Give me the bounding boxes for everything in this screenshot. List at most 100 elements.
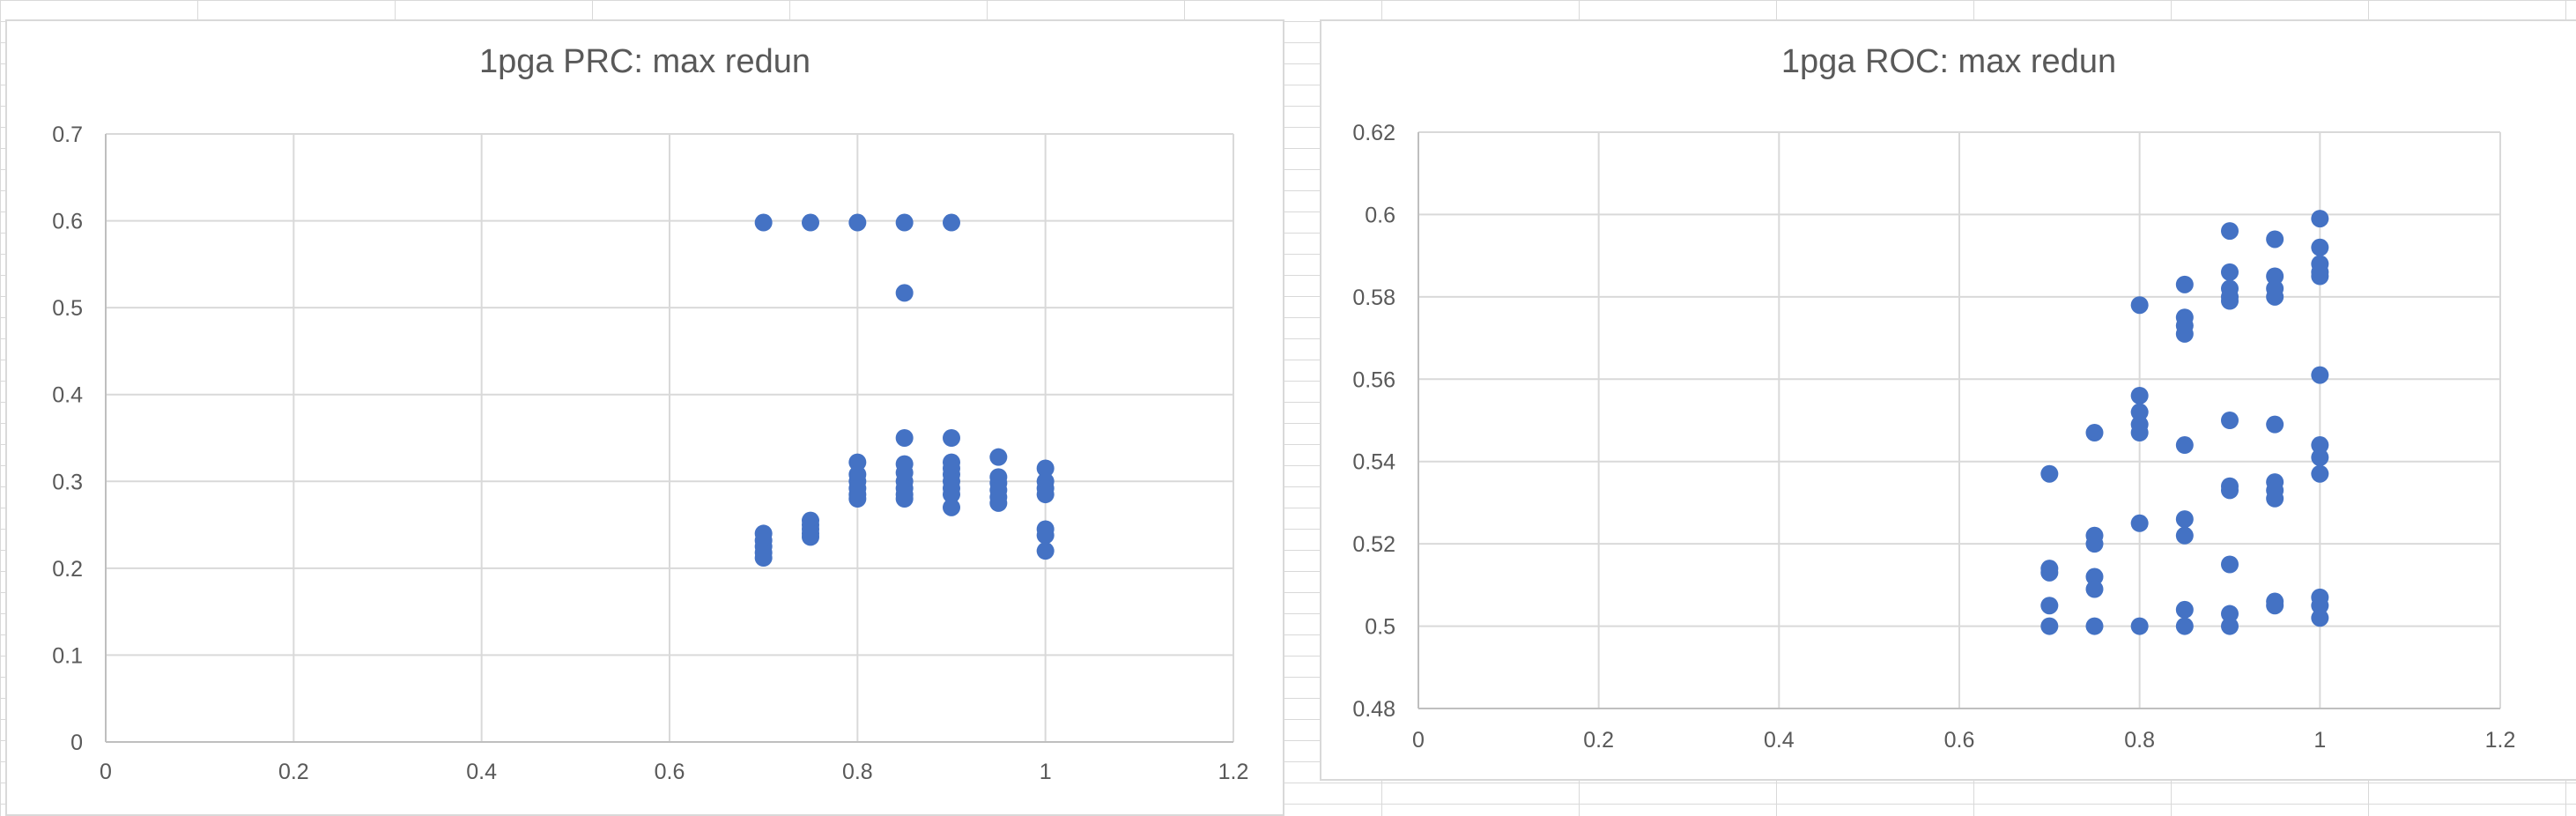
prc-data-point [754, 549, 773, 567]
prc-data-point [943, 486, 960, 504]
prc-data-point [1036, 526, 1055, 545]
prc-chart-title: 1pga PRC: max redun [479, 43, 811, 80]
prc-data-point [1036, 486, 1055, 504]
prc-x-tick-label: 0.6 [655, 760, 685, 784]
roc-gridlines [1418, 131, 2501, 708]
roc-data-point [2040, 563, 2059, 582]
roc-data-point [2175, 436, 2194, 455]
roc-data-point [2085, 617, 2104, 635]
prc-y-tick-label: 0.6 [52, 210, 83, 234]
prc-tick-labels: 0 0.2 0.4 0.6 0.8 1 1.2 0 0.1 0.2 0.3 0.4 0.5 0.6 0.7 [52, 122, 1248, 784]
roc-data-point [2221, 481, 2239, 500]
prc-data-point [989, 493, 1008, 512]
roc-data-point [2266, 230, 2284, 249]
roc-data-point [2175, 275, 2194, 293]
prc-data-point [895, 429, 914, 447]
prc-x-tick-label: 1 [1040, 760, 1052, 784]
roc-data-point [2175, 510, 2194, 529]
roc-data-point [2175, 600, 2194, 619]
roc-data-point [2130, 386, 2149, 404]
prc-data-point [989, 448, 1008, 466]
roc-data-point [2221, 605, 2239, 623]
prc-data-point [895, 213, 914, 232]
roc-data-point [2130, 514, 2149, 532]
roc-axes [1418, 132, 2500, 709]
roc-data-point [2311, 609, 2329, 627]
roc-data-point [2266, 287, 2284, 306]
roc-data-point [2221, 412, 2239, 429]
prc-chart-svg: 1pga PRC: max redun 0 0.2 0.4 0.6 0.8 1 1.2 0 0.… [52, 43, 1248, 784]
roc-x-tick-label: 0.2 [1583, 728, 1614, 753]
roc-data-point [2311, 366, 2329, 384]
roc-x-tick-label: 1.2 [2485, 728, 2516, 753]
roc-y-tick-label: 0.56 [1352, 367, 1395, 392]
roc-tick-labels: 0 0.2 0.4 0.6 0.8 1 1.2 0.48 0.5 0.52 0.54 0.56 0.58… [1352, 121, 2515, 753]
roc-y-tick-label: 0.62 [1352, 121, 1395, 145]
prc-x-tick-label: 0.4 [466, 760, 497, 784]
roc-x-tick-label: 1 [2313, 728, 2326, 753]
roc-x-tick-label: 0.4 [1764, 728, 1795, 753]
roc-y-tick-label: 0.52 [1352, 532, 1395, 557]
roc-data-point [2130, 296, 2149, 315]
prc-x-tick-label: 0.8 [842, 760, 873, 784]
prc-data-point [848, 213, 867, 232]
roc-data-point [2266, 489, 2284, 508]
prc-y-tick-label: 0.5 [52, 296, 83, 321]
prc-data-point [848, 453, 867, 471]
prc-y-tick-label: 0.2 [52, 557, 83, 582]
prc-data-points [754, 213, 1055, 567]
roc-y-tick-label: 0.5 [1365, 615, 1395, 640]
roc-data-point [2040, 617, 2059, 635]
prc-x-tick-label: 0.2 [278, 760, 309, 784]
roc-data-point [2085, 580, 2104, 598]
roc-data-point [2221, 263, 2239, 281]
roc-x-tick-label: 0.8 [2124, 728, 2155, 753]
roc-data-point [2175, 324, 2194, 343]
roc-data-point [2311, 464, 2329, 483]
roc-y-tick-label: 0.48 [1352, 697, 1395, 722]
prc-y-tick-label: 0.3 [52, 470, 83, 494]
prc-data-point [754, 213, 773, 232]
roc-data-point [2266, 415, 2284, 434]
roc-data-point [2040, 464, 2059, 483]
prc-x-tick-label: 1.2 [1218, 760, 1249, 784]
roc-x-tick-label: 0.6 [1944, 728, 1975, 753]
prc-y-tick-label: 0.7 [52, 122, 83, 147]
prc-data-point [895, 284, 914, 302]
prc-y-tick-label: 0.4 [52, 383, 83, 408]
roc-data-point [2085, 424, 2104, 442]
prc-data-point [802, 213, 819, 232]
prc-x-tick-label: 0 [100, 760, 112, 784]
roc-data-point [2221, 292, 2239, 310]
roc-x-tick-label: 0 [1412, 728, 1425, 753]
roc-chart[interactable]: 1pga ROC: max redun 0 0.2 0.4 0.6 0.8 1 1.2 0.4… [1320, 19, 2576, 781]
roc-data-point [2085, 535, 2104, 553]
roc-data-point [2221, 222, 2239, 241]
roc-data-point [2175, 526, 2194, 545]
roc-data-point [2311, 210, 2329, 228]
prc-chart[interactable]: 1pga PRC: max redun 0 0.2 0.4 0.6 0.8 1 1.2 0 0.… [5, 19, 1284, 816]
roc-data-point [2311, 267, 2329, 286]
prc-data-point [848, 490, 867, 508]
prc-axes [105, 134, 1233, 743]
prc-gridlines [106, 133, 1234, 742]
roc-data-point [2311, 436, 2329, 455]
roc-data-point [2130, 403, 2149, 421]
roc-data-point [2130, 424, 2149, 442]
roc-data-point [2040, 597, 2059, 615]
prc-data-point [1036, 459, 1055, 478]
prc-data-point [802, 528, 819, 546]
roc-data-point [2221, 617, 2239, 635]
roc-y-tick-label: 0.58 [1352, 286, 1395, 310]
prc-y-tick-label: 0.1 [52, 643, 83, 668]
roc-data-point [2266, 597, 2284, 615]
roc-data-point [2266, 267, 2284, 286]
roc-y-tick-label: 0.6 [1365, 203, 1395, 227]
prc-data-point [1036, 542, 1055, 560]
roc-y-tick-label: 0.54 [1352, 450, 1395, 475]
roc-data-point [2221, 555, 2239, 574]
roc-data-point [2085, 567, 2104, 586]
prc-data-point [895, 490, 914, 508]
roc-data-point [2311, 238, 2329, 256]
roc-data-points [2040, 210, 2329, 635]
